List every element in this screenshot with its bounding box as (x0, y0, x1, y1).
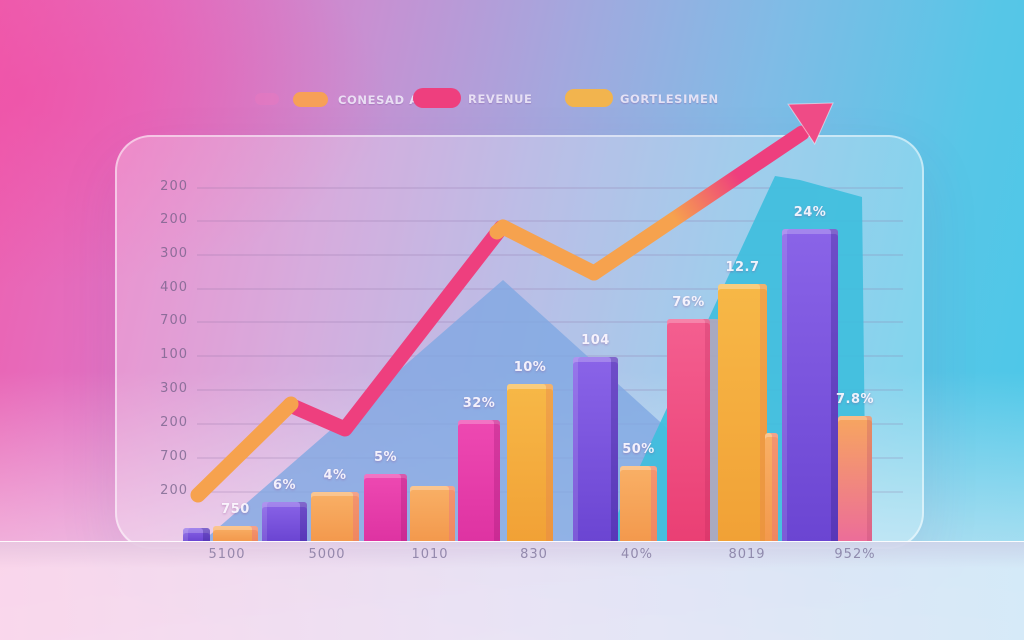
y-tick-label-8: 700 (160, 449, 188, 464)
legend-swatch-2-icon (565, 89, 613, 107)
x-tick-label-1: 5000 (308, 547, 346, 562)
x-tick-label-4: 40% (621, 547, 653, 562)
y-tick-label-9: 200 (160, 483, 188, 498)
legend-swatch-1-icon (413, 88, 461, 108)
x-tick-label-3: 830 (520, 547, 548, 562)
floor (0, 541, 1024, 640)
y-tick-label-1: 200 (160, 212, 188, 227)
y-tick-label-5: 100 (160, 347, 188, 362)
x-tick-label-5: 8019 (728, 547, 766, 562)
y-tick-label-2: 300 (160, 246, 188, 261)
legend-label-1: REVENUE (468, 92, 533, 106)
legend-ghost-swatch-icon (255, 93, 279, 105)
x-tick-label-0: 5100 (208, 547, 246, 562)
y-tick-label-6: 300 (160, 381, 188, 396)
y-tick-label-7: 200 (160, 415, 188, 430)
x-tick-label-6: 952% (834, 547, 876, 562)
y-tick-label-0: 200 (160, 179, 188, 194)
x-tick-label-2: 1010 (411, 547, 449, 562)
legend-swatch-0-icon (293, 92, 328, 107)
y-tick-label-3: 400 (160, 280, 188, 295)
legend-label-2: GORTLESIMEN (620, 92, 719, 106)
y-tick-label-4: 700 (160, 313, 188, 328)
